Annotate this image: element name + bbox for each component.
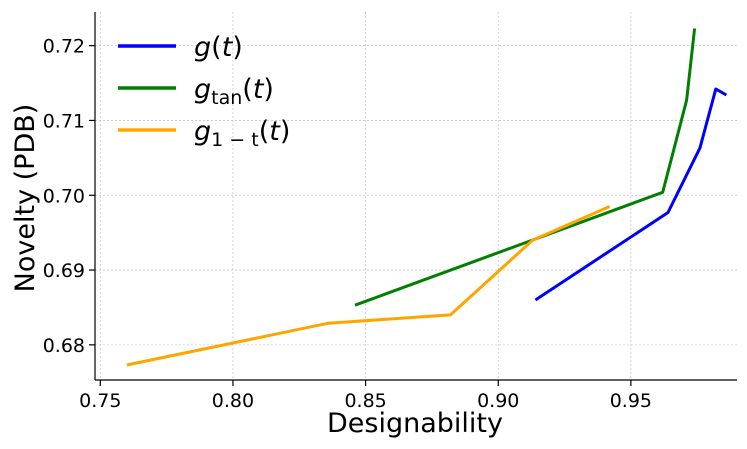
y-axis-title: Novelty (PDB)	[10, 104, 41, 293]
legend-label-1: g(t)	[194, 32, 243, 63]
legend-label-3: g1 − t(t)	[194, 116, 290, 151]
series-line-1	[534, 87, 728, 302]
legend-label-2: gtan(t)	[194, 74, 274, 109]
y-tick-label: 0.72	[43, 36, 85, 58]
y-tick-label: 0.70	[43, 185, 85, 207]
x-tick-label: 0.80	[212, 390, 254, 412]
y-tick-label: 0.68	[43, 335, 85, 357]
ticks: 0.75 0.80 0.85 0.90 0.95 0.68 0.69 0.70 0.71 0.72	[43, 36, 652, 412]
legend: g(t) gtan(t) g1 − t(t)	[118, 32, 290, 151]
x-tick-label: 0.95	[610, 390, 652, 412]
grid	[95, 12, 737, 380]
series-layer	[126, 28, 728, 367]
series-line-2	[354, 28, 697, 307]
axes	[94, 12, 737, 381]
series-line-3	[126, 205, 611, 367]
x-tick-label: 0.85	[344, 390, 386, 412]
x-axis-title: Designability	[327, 408, 503, 439]
y-tick-label: 0.71	[43, 110, 85, 132]
y-tick-label: 0.69	[43, 260, 85, 282]
x-tick-label: 0.75	[79, 390, 121, 412]
x-tick-label: 0.90	[477, 390, 519, 412]
